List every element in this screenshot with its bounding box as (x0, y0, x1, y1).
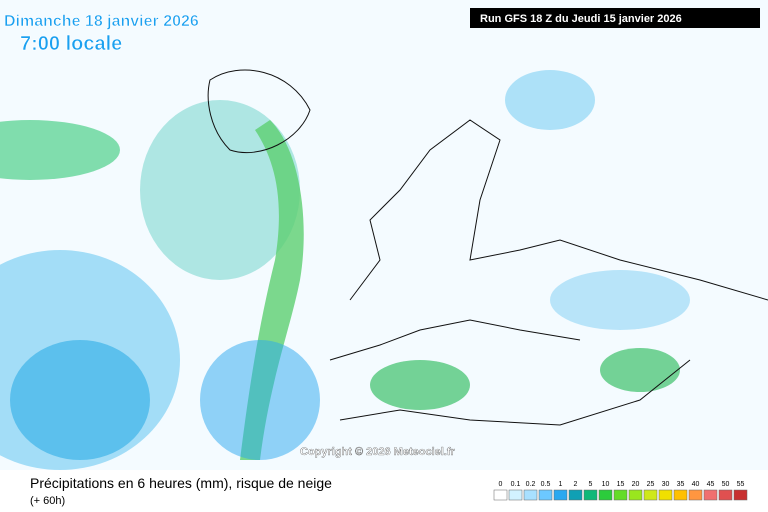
legend-swatch (688, 489, 703, 501)
precip-area (550, 270, 690, 330)
legend-label: 50 (722, 481, 730, 488)
legend-label: 55 (737, 481, 745, 488)
forecast-date: Dimanche 18 janvier 2026 (4, 13, 199, 30)
footer-lead: (+ 60h) (30, 495, 65, 507)
legend-label: 5 (589, 481, 593, 488)
legend-label: 0.2 (526, 481, 536, 488)
precip-area (140, 100, 300, 280)
legend-swatch (718, 489, 733, 501)
legend-swatch (508, 489, 523, 501)
forecast-time: 7:00 locale (20, 33, 122, 55)
legend-label: 45 (707, 481, 715, 488)
coastline (329, 119, 768, 426)
legend-swatch (538, 489, 553, 501)
legend-label: 0 (499, 481, 503, 488)
legend: 0 0.1 0.2 0.5 1 2 5 10 15 20 25 30 35 40 45 50 55 (493, 481, 748, 501)
map (0, 0, 768, 470)
legend-label: 2 (574, 481, 578, 488)
precip-area (0, 120, 120, 180)
precip-area (505, 70, 595, 130)
legend-label: 0.1 (511, 481, 521, 488)
run-box (470, 8, 760, 28)
footer-title: Précipitations en 6 heures (mm), risque … (30, 475, 332, 491)
legend-swatch (583, 489, 598, 501)
legend-label: 1 (559, 481, 563, 488)
legend-label: 15 (617, 481, 625, 488)
legend-swatch (553, 489, 568, 501)
precip-area (10, 340, 150, 460)
legend-label: 0.5 (541, 481, 551, 488)
precip-area (600, 348, 680, 392)
legend-label: 35 (677, 481, 685, 488)
legend-label: 30 (662, 481, 670, 488)
legend-swatch (598, 489, 613, 501)
legend-label: 10 (602, 481, 610, 488)
legend-swatch (628, 489, 643, 501)
legend-swatch (703, 489, 718, 501)
legend-label: 20 (632, 481, 640, 488)
legend-swatch (568, 489, 583, 501)
coastline (207, 69, 311, 154)
legend-swatch (658, 489, 673, 501)
legend-label: 40 (692, 481, 700, 488)
legend-swatch (613, 489, 628, 501)
run-info: Run GFS 18 Z du Jeudi 15 janvier 2026 (480, 13, 682, 25)
legend-swatch (673, 489, 688, 501)
legend-label: 25 (647, 481, 655, 488)
legend-swatch (643, 489, 658, 501)
legend-swatch (493, 489, 508, 501)
legend-swatch (523, 489, 538, 501)
precip-area (200, 340, 320, 460)
legend-swatch (733, 489, 748, 501)
precip-area (370, 360, 470, 410)
copyright: Copyright © 2026 Meteociel.fr (300, 446, 456, 458)
